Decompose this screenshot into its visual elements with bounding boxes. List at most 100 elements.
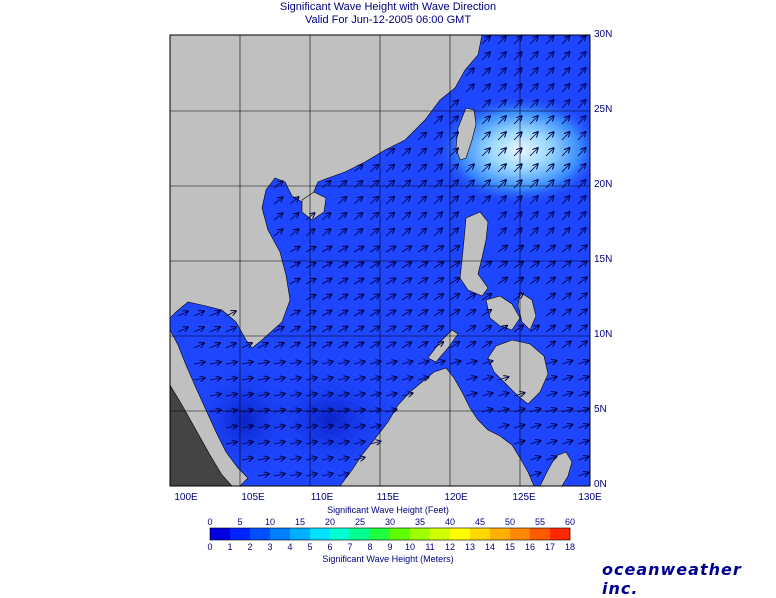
wave-arrow bbox=[545, 212, 554, 221]
wave-arrow bbox=[529, 212, 538, 221]
wave-arrow bbox=[577, 441, 589, 444]
wave-arrow bbox=[385, 165, 394, 173]
wave-arrow bbox=[369, 409, 381, 412]
wave-arrow bbox=[225, 311, 236, 317]
lat-label-15n: 15N bbox=[594, 254, 613, 265]
wave-arrow bbox=[337, 426, 349, 429]
sulawesi bbox=[539, 451, 573, 486]
wave-arrow bbox=[193, 343, 204, 349]
wave-arrow bbox=[305, 378, 317, 380]
wave-arrow bbox=[545, 196, 554, 205]
wave-arrow bbox=[513, 409, 525, 412]
colorbar-tick: 8 bbox=[367, 542, 373, 552]
wave-arrow bbox=[545, 84, 554, 93]
wave-arrow bbox=[449, 164, 458, 173]
colorbar-frame bbox=[209, 527, 571, 541]
wave-arrow bbox=[545, 148, 554, 157]
wave-arrow bbox=[513, 246, 523, 253]
wave-arrow bbox=[529, 441, 541, 444]
wave-arrow bbox=[561, 361, 573, 364]
wave-arrow bbox=[305, 410, 317, 412]
wave-arrow bbox=[401, 342, 411, 349]
wave-arrow bbox=[481, 36, 490, 45]
lon-label-120e: 120E bbox=[444, 492, 468, 503]
wave-arrow bbox=[241, 343, 252, 349]
wave-arrow bbox=[545, 361, 557, 364]
wave-arrow bbox=[545, 342, 555, 349]
wave-arrow bbox=[449, 212, 458, 221]
wave-arrow bbox=[545, 425, 557, 428]
wave-arrow bbox=[353, 361, 365, 364]
wave-arrow bbox=[321, 343, 332, 349]
wave-arrow bbox=[257, 442, 269, 444]
wave-arrow bbox=[545, 132, 554, 141]
wave-arrow bbox=[305, 247, 316, 253]
wave-arrow bbox=[353, 457, 365, 460]
colorbar-swatch bbox=[290, 528, 311, 540]
wave-arrow bbox=[385, 197, 394, 205]
wave-arrow bbox=[241, 442, 253, 444]
wave-arrow bbox=[513, 84, 522, 93]
wave-arrow bbox=[401, 326, 411, 333]
wave-arrow bbox=[561, 293, 571, 301]
wave-arrow bbox=[561, 212, 570, 221]
wave-arrow bbox=[305, 263, 316, 269]
wave-arrow bbox=[321, 295, 332, 301]
wave-arrow bbox=[545, 441, 557, 444]
colorbar-tick: 5 bbox=[237, 517, 243, 527]
wave-arrow bbox=[209, 343, 220, 349]
wave-arrow bbox=[353, 409, 365, 412]
wave-arrow bbox=[417, 326, 427, 333]
wave-arrow bbox=[353, 213, 362, 221]
wave-arrow bbox=[305, 362, 317, 364]
colorbar-swatch bbox=[490, 528, 511, 540]
wave-arrow bbox=[273, 474, 285, 476]
wave-arrow bbox=[449, 196, 458, 205]
wave-arrow bbox=[401, 294, 411, 301]
wave-arrow bbox=[289, 343, 300, 349]
wave-direction-arrows bbox=[177, 36, 589, 477]
wave-arrow bbox=[369, 441, 381, 444]
wave-arrow bbox=[529, 84, 538, 93]
colorbar-tick: 10 bbox=[404, 542, 416, 552]
wave-arrow bbox=[449, 262, 459, 269]
wave-arrow bbox=[497, 100, 506, 109]
wave-arrow bbox=[513, 36, 522, 45]
wave-arrow bbox=[417, 310, 427, 317]
wave-arrow bbox=[577, 132, 586, 141]
wave-arrow bbox=[561, 164, 570, 173]
colorbar-tick: 40 bbox=[444, 517, 456, 527]
wave-arrow bbox=[449, 342, 459, 349]
wave-arrow bbox=[305, 458, 317, 460]
wave-arrow bbox=[209, 311, 220, 317]
wave-arrow bbox=[529, 409, 541, 412]
wave-arrow bbox=[561, 441, 573, 444]
oceanweather-logo: oceanweather inc. bbox=[602, 560, 742, 598]
wave-arrow bbox=[497, 196, 506, 205]
wave-arrow bbox=[321, 378, 333, 381]
colorbar-swatch bbox=[530, 528, 551, 540]
colorbar-swatch bbox=[270, 528, 291, 540]
wave-arrow bbox=[401, 377, 413, 380]
wave-arrow bbox=[513, 326, 523, 333]
wave-arrow bbox=[321, 458, 333, 461]
wave-arrow bbox=[417, 278, 427, 285]
wave-arrow bbox=[513, 262, 523, 269]
wave-arrow bbox=[273, 410, 285, 412]
wave-arrow bbox=[561, 84, 570, 93]
wave-arrow bbox=[289, 410, 301, 412]
wave-arrow bbox=[481, 326, 491, 333]
colorbar-tick: 18 bbox=[564, 542, 576, 552]
wave-arrow bbox=[577, 100, 586, 109]
wave-arrow bbox=[289, 474, 301, 476]
colorbar-swatch bbox=[430, 528, 451, 540]
wave-arrow bbox=[545, 164, 554, 173]
wave-arrow bbox=[577, 68, 586, 77]
wave-arrow bbox=[337, 474, 349, 477]
wave-arrow bbox=[449, 180, 458, 189]
colorbar-swatch bbox=[250, 528, 271, 540]
wave-arrow bbox=[497, 326, 507, 333]
wave-arrow bbox=[481, 180, 490, 189]
wave-arrow bbox=[289, 442, 301, 444]
colorbar-tick: 35 bbox=[414, 517, 426, 527]
